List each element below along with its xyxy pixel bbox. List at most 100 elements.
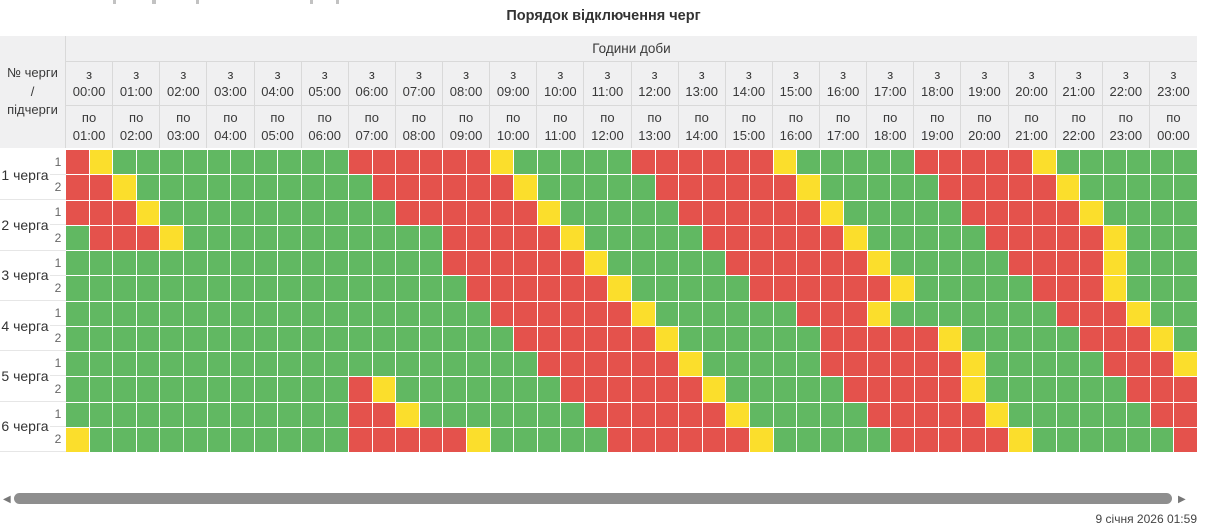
slot-cell xyxy=(325,175,348,200)
slot-cell xyxy=(797,200,820,225)
slot-cell xyxy=(183,352,207,377)
slot-cell xyxy=(962,352,985,377)
slot-cell xyxy=(1103,402,1127,427)
slot-cell xyxy=(844,150,867,175)
slot-cell xyxy=(514,276,537,301)
slot-cell xyxy=(396,377,419,402)
slot-cell xyxy=(278,352,301,377)
slot-cell xyxy=(466,301,490,326)
slot-cell xyxy=(938,251,962,276)
slot-cell xyxy=(490,175,514,200)
slot-cell xyxy=(749,251,773,276)
hour-column: з 21:00 по 22:00 xyxy=(1055,62,1103,148)
slot-cell xyxy=(66,150,89,175)
queue-label: 1 черга xyxy=(0,150,50,201)
slot-cell xyxy=(726,352,749,377)
slot-cell xyxy=(749,276,773,301)
slot-cell xyxy=(1174,427,1197,452)
scroll-right-icon[interactable]: ▶ xyxy=(1178,494,1186,505)
slot-cell xyxy=(1174,251,1197,276)
slot-cell xyxy=(726,326,749,351)
slot-cell xyxy=(537,427,561,452)
slot-cell xyxy=(844,251,867,276)
slot-cell xyxy=(726,301,749,326)
slot-cell xyxy=(325,200,348,225)
slot-cell xyxy=(1080,326,1103,351)
slot-cell xyxy=(537,352,561,377)
slot-cell xyxy=(183,175,207,200)
slot-cell xyxy=(1056,427,1080,452)
slot-cell xyxy=(632,225,655,250)
slot-cell xyxy=(655,150,679,175)
scroll-left-icon[interactable]: ◀ xyxy=(3,494,11,505)
slot-cell xyxy=(561,200,584,225)
subqueue-label: 1 xyxy=(50,200,66,226)
slot-cell xyxy=(1032,427,1056,452)
slot-cell xyxy=(537,175,561,200)
slot-cell xyxy=(608,150,631,175)
subqueue-label: 1 xyxy=(50,301,66,327)
hour-from-cell: з 12:00 xyxy=(631,62,678,106)
slot-cell xyxy=(1174,150,1197,175)
slot-cell xyxy=(749,200,773,225)
slot-cell xyxy=(325,301,348,326)
horizontal-scrollbar[interactable]: ◀ ▶ xyxy=(0,492,1207,508)
slot-cell xyxy=(325,352,348,377)
hour-column: з 09:00 по 10:00 xyxy=(490,62,538,148)
slot-cell xyxy=(1080,251,1103,276)
subqueue-label: 1 xyxy=(50,402,66,427)
slot-cell xyxy=(1127,150,1150,175)
slot-cell xyxy=(679,200,702,225)
slot-cell xyxy=(278,225,301,250)
slot-cell xyxy=(1032,175,1056,200)
hour-column: з 23:00 по 00:00 xyxy=(1149,62,1197,148)
slot-cell xyxy=(490,427,514,452)
slot-cell xyxy=(301,175,325,200)
hour-column: з 00:00 по 01:00 xyxy=(66,62,114,148)
hour-to-cell: по 17:00 xyxy=(820,105,867,148)
slot-cell xyxy=(349,427,372,452)
slot-cell xyxy=(231,200,254,225)
slot-cell xyxy=(632,150,655,175)
slot-cell xyxy=(749,150,773,175)
slot-cell xyxy=(844,352,867,377)
slot-cell xyxy=(1056,377,1080,402)
slot-cell xyxy=(1103,175,1127,200)
hour-column: з 13:00 по 14:00 xyxy=(678,62,726,148)
slot-cell xyxy=(183,326,207,351)
slot-cell xyxy=(820,150,844,175)
slot-cell xyxy=(1056,150,1080,175)
slot-cell xyxy=(254,427,278,452)
slot-cell xyxy=(561,352,584,377)
slot-cell xyxy=(160,352,183,377)
slot-cell xyxy=(372,352,396,377)
slot-cell xyxy=(915,427,938,452)
slot-cell xyxy=(561,402,584,427)
hour-from-cell: з 19:00 xyxy=(961,62,1008,106)
slot-cell xyxy=(349,402,372,427)
slot-cell xyxy=(89,200,113,225)
slot-cell xyxy=(985,200,1009,225)
slot-cell xyxy=(278,427,301,452)
slot-cell xyxy=(372,175,396,200)
scrollbar-thumb[interactable] xyxy=(14,493,1172,504)
slot-cell xyxy=(1056,225,1080,250)
slot-cell xyxy=(490,402,514,427)
slot-cell xyxy=(1127,251,1150,276)
slot-cell xyxy=(749,175,773,200)
slot-cell xyxy=(632,301,655,326)
slot-cell xyxy=(113,427,136,452)
hour-from-cell: з 15:00 xyxy=(772,62,819,106)
slot-cell xyxy=(938,225,962,250)
slot-cell xyxy=(301,377,325,402)
page-title: Порядок відключення черг xyxy=(506,8,701,24)
slot-cell xyxy=(1009,225,1032,250)
slot-cell xyxy=(867,352,891,377)
slot-cell xyxy=(797,402,820,427)
slot-cell xyxy=(985,326,1009,351)
slot-cell xyxy=(349,276,372,301)
slot-cell xyxy=(160,150,183,175)
slot-cell xyxy=(584,251,608,276)
slot-cell xyxy=(419,377,443,402)
slot-cell xyxy=(301,402,325,427)
